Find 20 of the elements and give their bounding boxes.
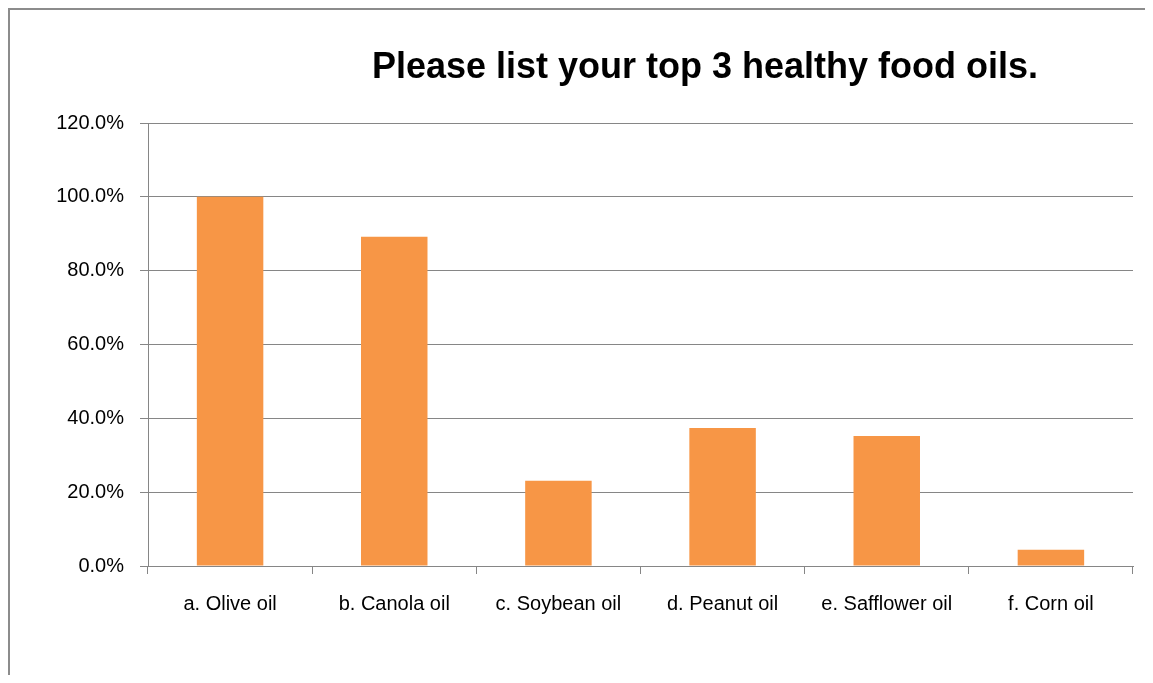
- x-tick-label: e. Safflower oil: [821, 591, 953, 614]
- x-tick-label: a. Olive oil: [183, 591, 277, 614]
- y-tick-label: 0.0%: [78, 553, 125, 576]
- x-tick-label: f. Corn oil: [1008, 591, 1094, 614]
- x-tick-label: c. Soybean oil: [495, 591, 622, 614]
- y-tick-label: 20.0%: [67, 479, 125, 502]
- y-tick-label: 80.0%: [67, 258, 125, 281]
- y-tick-label: 40.0%: [67, 405, 125, 428]
- bar: [196, 196, 264, 566]
- y-tick-label: 100.0%: [56, 184, 125, 207]
- bar: [1017, 549, 1085, 566]
- x-tick-label: d. Peanut oil: [666, 591, 779, 614]
- bar: [525, 480, 592, 566]
- chart-title: Please list your top 3 healthy food oils.: [371, 44, 1039, 86]
- bar: [689, 427, 756, 566]
- y-tick-label: 120.0%: [56, 110, 125, 133]
- x-tick-label: b. Canola oil: [338, 591, 450, 614]
- bar: [361, 236, 428, 566]
- bar: [853, 436, 920, 566]
- y-tick-label: 60.0%: [67, 332, 125, 355]
